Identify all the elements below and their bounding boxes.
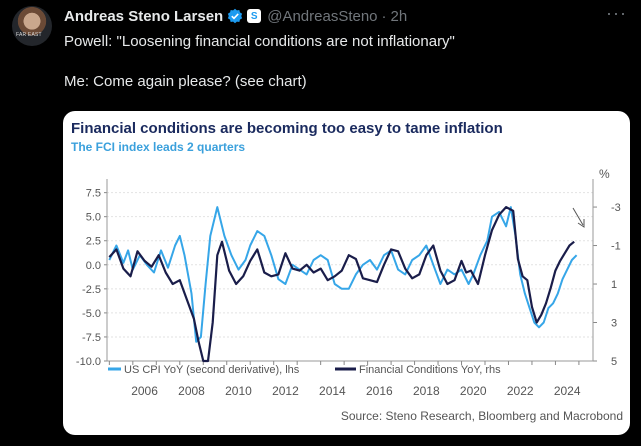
x-tick-label: 2006: [131, 384, 158, 398]
author-handle[interactable]: @AndreasSteno: [267, 7, 378, 25]
chart-subtitle: The FCI index leads 2 quarters: [71, 140, 245, 154]
x-tick-label: 2014: [319, 384, 346, 398]
timestamp[interactable]: 2h: [390, 7, 408, 25]
right-tick-label: 5: [611, 356, 617, 368]
chart-image[interactable]: Financial conditions are becoming too ea…: [63, 111, 630, 435]
annotation-arrow: [572, 207, 584, 226]
left-tick-label: 5.0: [86, 212, 101, 224]
more-options-icon[interactable]: ···: [606, 3, 627, 23]
chart: Financial conditions are becoming too ea…: [71, 120, 623, 423]
tweet-text-line-2: Me: Come again please? (see chart): [64, 73, 307, 90]
right-tick-label: 3: [611, 318, 617, 330]
left-tick-label: 0.0: [86, 260, 101, 272]
series-line-cpi: [108, 206, 578, 343]
right-tick-label: -1: [611, 241, 621, 253]
affiliate-badge-icon: S: [247, 9, 262, 23]
left-tick-label: 2.5: [86, 236, 101, 248]
chart-source: Source: Steno Research, Bloomberg and Ma…: [341, 409, 623, 423]
left-tick-label: -2.5: [82, 284, 101, 296]
plot-area: [108, 205, 578, 363]
x-tick-label: 2012: [272, 384, 299, 398]
separator-dot: ·: [381, 7, 387, 25]
x-tick-label: 2016: [366, 384, 393, 398]
annotation: [572, 207, 585, 228]
x-tick-label: 2024: [554, 384, 581, 398]
tweet-text: Powell: "Loosening financial conditions …: [64, 32, 624, 92]
right-tick-label: 1: [611, 279, 617, 291]
avatar[interactable]: FAR EAST: [12, 6, 52, 46]
legend-label-cpi: US CPI YoY (second derivative), lhs: [124, 364, 300, 376]
left-tick-label: -7.5: [82, 332, 101, 344]
avatar-caption: FAR EAST: [16, 32, 42, 38]
axes: 7.5 5.0 2.5 0.0 -2.5 -5.0 -7.5 -10.0 -3 -1 1 3 5 2006…: [76, 179, 621, 398]
series-line-fci: [108, 205, 575, 363]
x-tick-label: 2010: [225, 384, 252, 398]
annotation-arrow-head: [577, 219, 585, 228]
tweet-header: Andreas Steno Larsen S @AndreasSteno · 2…: [64, 5, 407, 27]
left-tick-label: -10.0: [76, 356, 101, 368]
author-name[interactable]: Andreas Steno Larsen: [64, 7, 224, 25]
legend: US CPI YoY (second derivative), lhs Fina…: [108, 364, 501, 376]
left-tick-label: -5.0: [82, 308, 101, 320]
x-tick-label: 2020: [460, 384, 487, 398]
left-tick-label: 7.5: [86, 188, 101, 200]
chart-title: Financial conditions are becoming too ea…: [71, 120, 503, 137]
right-tick-label: -3: [611, 202, 621, 214]
x-tick-label: 2022: [507, 384, 534, 398]
tweet-text-line-1: Powell: "Loosening financial conditions …: [64, 33, 455, 50]
x-tick-label: 2018: [413, 384, 440, 398]
verified-badge-icon: [228, 8, 243, 24]
legend-label-fci: Financial Conditions YoY, rhs: [359, 364, 501, 376]
right-axis-unit: %: [599, 167, 610, 181]
x-tick-label: 2008: [178, 384, 205, 398]
